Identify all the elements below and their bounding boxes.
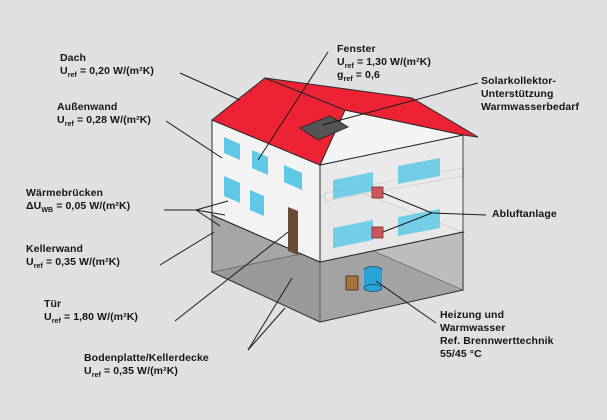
water-tank-bottom: [363, 284, 383, 292]
u-subscript: ref: [91, 372, 101, 380]
label-aussenwand: Außenwand Uref = 0,28 W/(m²K): [57, 101, 151, 129]
solar-panel: [299, 115, 349, 141]
exhaust-fan-upper: [371, 186, 384, 199]
u-subscript: ref: [51, 318, 61, 326]
side-window: [398, 209, 440, 236]
front-window: [224, 137, 240, 160]
label-abluft: Abluftanlage: [492, 208, 557, 221]
u-symbol: ΔU: [26, 200, 42, 212]
u-symbol: U: [84, 365, 92, 377]
label-waermebruecken-value: ΔUWB = 0,05 W/(m²K): [26, 200, 131, 215]
u-symbol: U: [57, 114, 65, 126]
front-window: [224, 176, 240, 203]
u-subscript: ref: [67, 72, 77, 80]
label-fenster-u: Uref = 1,30 W/(m²K): [337, 56, 431, 71]
front-window: [252, 150, 268, 175]
label-fenster-title: Fenster: [337, 43, 376, 55]
roof-back: [264, 77, 479, 138]
label-abluft-title: Abluftanlage: [492, 208, 557, 220]
label-heizung-line3: Ref. Brennwerttechnik: [440, 335, 554, 347]
u-value: = 0,28 W/(m²K): [73, 114, 151, 126]
label-kellerwand: Kellerwand Uref = 0,35 W/(m²K): [26, 243, 120, 271]
u-symbol: U: [337, 56, 345, 68]
label-solar-line1: Solarkollektor-: [481, 75, 557, 87]
u-value: = 0,20 W/(m²K): [76, 65, 154, 77]
water-tank: [364, 270, 382, 288]
label-kellerwand-value: Uref = 0,35 W/(m²K): [26, 256, 120, 271]
u-subscript: ref: [344, 63, 354, 71]
u-value: = 0,35 W/(m²K): [100, 365, 178, 377]
u-symbol: U: [60, 65, 68, 77]
label-bodenplatte-value: Uref = 0,35 W/(m²K): [84, 365, 209, 380]
label-dach-value: Uref = 0,20 W/(m²K): [60, 65, 154, 80]
label-tuer-value: Uref = 1,80 W/(m²K): [44, 311, 138, 326]
label-dach-title: Dach: [60, 52, 87, 64]
label-waermebruecken-title: Wärmebrücken: [26, 187, 104, 199]
label-aussenwand-value: Uref = 0,28 W/(m²K): [57, 114, 151, 129]
label-bodenplatte-title: Bodenplatte/Kellerdecke: [84, 352, 209, 364]
front-window: [250, 190, 264, 216]
label-heizung-line1: Heizung und: [440, 309, 505, 321]
u-subscript: ref: [64, 121, 74, 129]
g-subscript: ref: [343, 76, 353, 84]
label-solar-line2: Unterstützung: [481, 88, 554, 100]
label-solar-line3: Warmwasserbedarf: [481, 101, 580, 113]
u-symbol: U: [44, 311, 52, 323]
label-waermebruecken: Wärmebrücken ΔUWB = 0,05 W/(m²K): [26, 187, 131, 215]
label-heizung-line2: Warmwasser: [440, 322, 506, 334]
u-value: = 0,05 W/(m²K): [53, 200, 131, 212]
g-value: = 0,6: [352, 69, 380, 81]
u-subscript: WB: [41, 207, 54, 215]
label-fenster: Fenster Uref = 1,30 W/(m²K) gref = 0,6: [337, 43, 431, 84]
label-heizung-line4: 55/45 °C: [440, 348, 482, 360]
side-window: [333, 220, 373, 248]
u-symbol: U: [26, 256, 34, 268]
u-value: = 0,35 W/(m²K): [42, 256, 120, 268]
u-value: = 1,30 W/(m²K): [353, 56, 431, 68]
label-kellerwand-title: Kellerwand: [26, 243, 84, 255]
exhaust-fan-lower: [371, 226, 384, 239]
pointer-lines: [159, 51, 487, 351]
label-tuer-title: Tür: [44, 298, 62, 310]
door: [288, 207, 298, 255]
label-bodenplatte: Bodenplatte/Kellerdecke Uref = 0,35 W/(m…: [84, 352, 209, 380]
label-heizung: Heizung und Warmwasser Ref. Brennwerttec…: [440, 309, 554, 361]
u-subscript: ref: [33, 263, 43, 271]
label-solar: Solarkollektor- Unterstützung Warmwasser…: [481, 75, 579, 114]
label-tuer: Tür Uref = 1,80 W/(m²K): [44, 298, 138, 326]
label-dach: Dach Uref = 0,20 W/(m²K): [60, 52, 154, 80]
label-aussenwand-title: Außenwand: [57, 101, 118, 113]
boiler: [345, 275, 359, 291]
u-value: = 1,80 W/(m²K): [60, 311, 138, 323]
label-fenster-g: gref = 0,6: [337, 69, 431, 84]
g-symbol: g: [337, 69, 344, 81]
side-window: [333, 172, 373, 199]
front-window: [284, 165, 302, 190]
side-window: [398, 158, 440, 184]
